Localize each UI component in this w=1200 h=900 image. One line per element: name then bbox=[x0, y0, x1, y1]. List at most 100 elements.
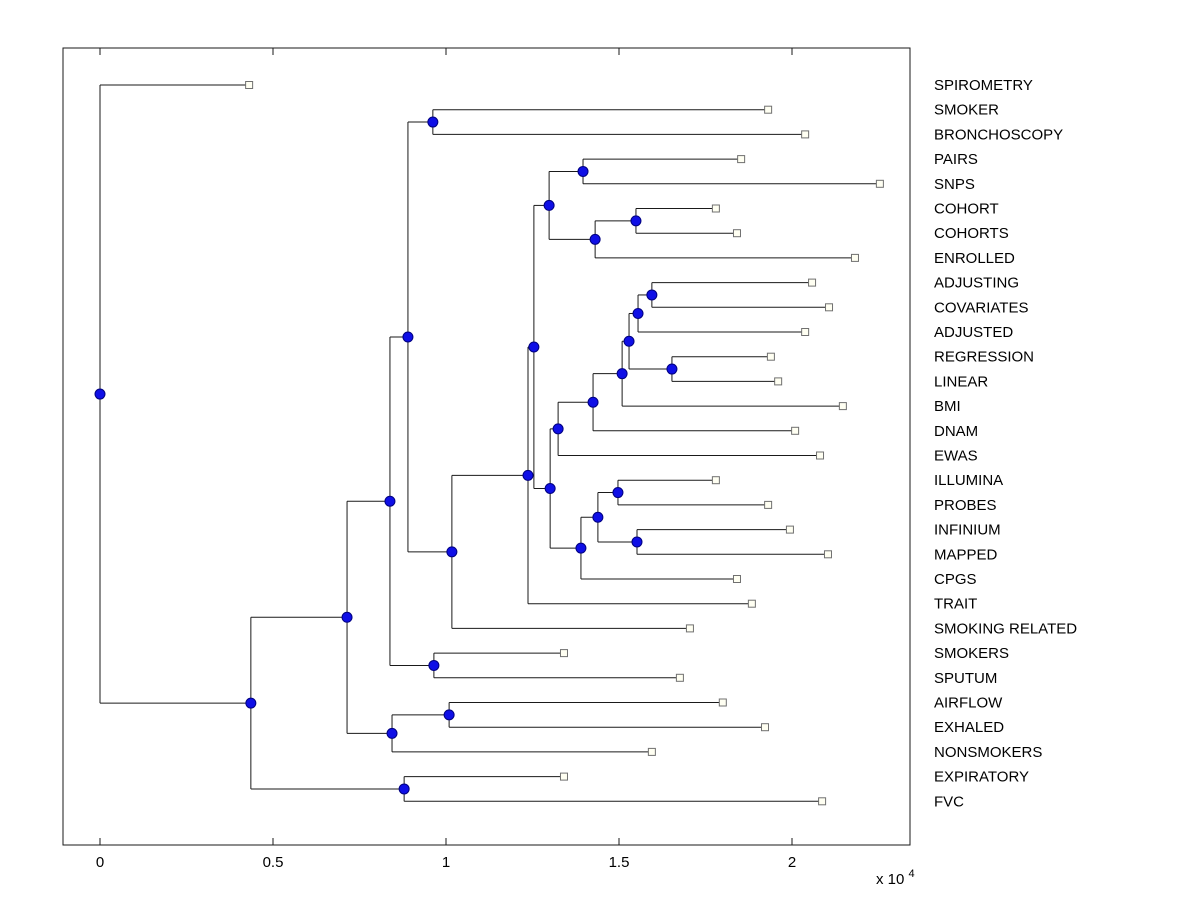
leaf-label: EXHALED bbox=[934, 719, 1004, 736]
leaf-marker bbox=[711, 204, 720, 213]
cluster-node-marker bbox=[384, 495, 396, 507]
leaf-marker bbox=[825, 303, 834, 312]
cluster-node-marker bbox=[245, 697, 257, 709]
leaf-marker bbox=[737, 155, 746, 164]
leaf-label: SMOKER bbox=[934, 102, 999, 119]
cluster-node-marker bbox=[577, 165, 589, 177]
leaf-label: SMOKING RELATED bbox=[934, 620, 1077, 637]
cluster-node-marker bbox=[386, 727, 398, 739]
leaf-marker bbox=[774, 377, 783, 386]
leaf-label: SPUTUM bbox=[934, 670, 997, 687]
leaf-marker bbox=[245, 81, 254, 89]
leaf-label: FVC bbox=[934, 793, 964, 810]
leaf-marker bbox=[801, 130, 810, 139]
x-tick-label: 0.5 bbox=[263, 854, 284, 871]
leaf-marker bbox=[785, 525, 794, 534]
leaf-label: INFINIUM bbox=[934, 522, 1001, 539]
cluster-node-marker bbox=[522, 469, 534, 481]
leaf-marker bbox=[675, 673, 684, 682]
leaf-marker bbox=[559, 772, 568, 781]
cluster-node-marker bbox=[632, 307, 644, 319]
leaf-marker bbox=[747, 599, 756, 608]
cluster-node-marker bbox=[528, 341, 540, 353]
leaf-label: ILLUMINA bbox=[934, 472, 1003, 489]
leaf-label: SNPS bbox=[934, 176, 975, 193]
leaf-marker bbox=[850, 253, 859, 262]
cluster-node-marker bbox=[552, 423, 564, 435]
leaf-marker bbox=[764, 105, 773, 114]
leaf-marker bbox=[875, 179, 884, 188]
cluster-node-marker bbox=[666, 363, 678, 375]
leaf-marker bbox=[766, 352, 775, 361]
cluster-node-marker bbox=[398, 783, 410, 795]
leaf-marker bbox=[818, 797, 827, 806]
leaf-label: TRAIT bbox=[934, 596, 977, 613]
leaf-marker bbox=[685, 624, 694, 633]
leaf-label: LINEAR bbox=[934, 373, 988, 390]
leaf-label: ENROLLED bbox=[934, 250, 1015, 267]
leaf-label: BRONCHOSCOPY bbox=[934, 126, 1063, 143]
axis-exponent-label: x 10 4 bbox=[876, 868, 915, 888]
x-tick-label: 2 bbox=[788, 854, 796, 871]
chart-text: SPIROMETRY SMOKER BRONCHOSCOPY PAIRS SNPS COH… bbox=[96, 77, 1077, 888]
leaf-label: ADJUSTED bbox=[934, 324, 1013, 341]
cluster-node-marker bbox=[427, 116, 439, 128]
leaf-marker bbox=[808, 278, 817, 287]
leaf-label: EWAS bbox=[934, 448, 978, 465]
cluster-node-marker bbox=[589, 233, 601, 245]
cluster-node-marker bbox=[575, 542, 587, 554]
cluster-node-marker bbox=[631, 536, 643, 548]
leaf-label: EXPIRATORY bbox=[934, 769, 1029, 786]
leaf-marker bbox=[816, 451, 825, 460]
leaf-label: CPGS bbox=[934, 571, 977, 588]
tree-branches bbox=[99, 84, 880, 802]
cluster-node-marker bbox=[623, 335, 635, 347]
leaf-marker bbox=[718, 698, 727, 707]
cluster-node-marker bbox=[402, 331, 414, 343]
x-tick-label: 1 bbox=[442, 854, 450, 871]
leaf-marker bbox=[791, 426, 800, 435]
leaf-marker bbox=[801, 328, 810, 336]
cluster-node-marker bbox=[341, 611, 353, 623]
leaf-label: ADJUSTING bbox=[934, 275, 1019, 292]
tree-node-markers bbox=[94, 81, 884, 806]
leaf-label: NONSMOKERS bbox=[934, 744, 1042, 761]
leaf-label: MAPPED bbox=[934, 546, 998, 563]
cluster-node-marker bbox=[592, 511, 604, 523]
cluster-node-marker bbox=[443, 709, 455, 721]
leaf-marker bbox=[838, 402, 847, 411]
cluster-node-marker bbox=[646, 289, 658, 301]
leaf-marker bbox=[732, 229, 741, 238]
cluster-node-marker bbox=[543, 199, 555, 211]
leaf-label: COHORTS bbox=[934, 225, 1009, 242]
leaf-label: PAIRS bbox=[934, 151, 978, 168]
x-tick-label: 0 bbox=[96, 854, 104, 871]
leaf-label: SMOKERS bbox=[934, 645, 1009, 662]
leaf-marker bbox=[764, 500, 773, 509]
leaf-label: AIRFLOW bbox=[934, 695, 1003, 712]
leaf-marker bbox=[761, 723, 770, 732]
leaf-marker bbox=[711, 476, 720, 485]
leaf-marker bbox=[559, 649, 568, 658]
leaf-label: COVARIATES bbox=[934, 299, 1028, 316]
leaf-label: DNAM bbox=[934, 423, 978, 440]
cluster-node-marker bbox=[616, 368, 628, 380]
leaf-label: COHORT bbox=[934, 201, 999, 218]
cluster-node-marker bbox=[612, 487, 624, 499]
cluster-node-marker bbox=[94, 388, 106, 400]
leaf-label: PROBES bbox=[934, 497, 997, 514]
leaf-marker bbox=[823, 550, 832, 559]
leaf-marker bbox=[647, 747, 656, 756]
cluster-node-marker bbox=[428, 659, 440, 671]
leaf-label: BMI bbox=[934, 398, 961, 415]
cluster-node-marker bbox=[544, 482, 556, 494]
cluster-node-marker bbox=[630, 215, 642, 227]
cluster-node-marker bbox=[446, 546, 458, 558]
leaf-marker bbox=[732, 575, 741, 583]
cluster-node-marker bbox=[587, 396, 599, 408]
leaf-label: REGRESSION bbox=[934, 349, 1034, 366]
plot-box bbox=[62, 47, 911, 846]
x-tick-label: 1.5 bbox=[609, 854, 630, 871]
